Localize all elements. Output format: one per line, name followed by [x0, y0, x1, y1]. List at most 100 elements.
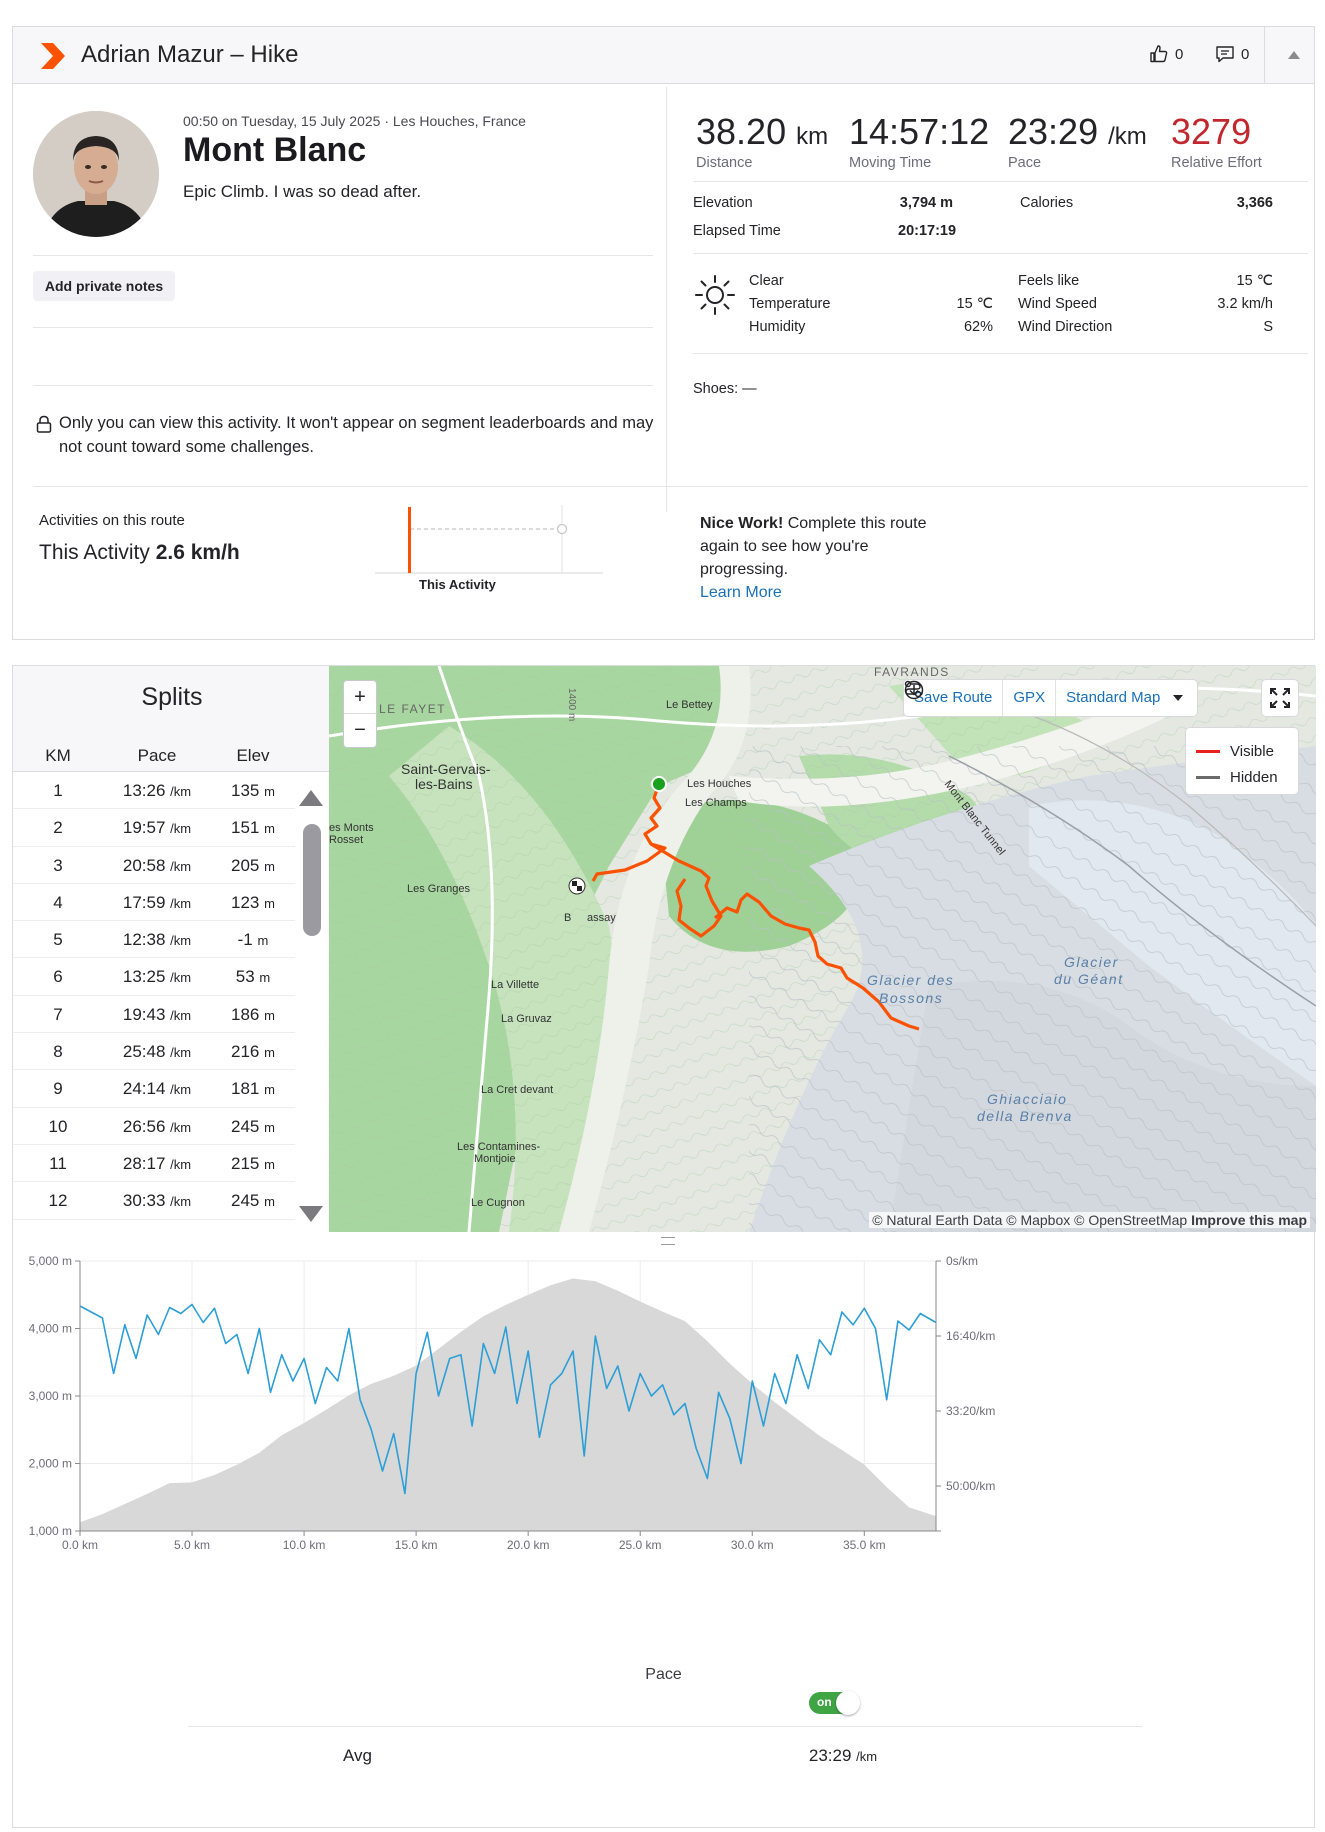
splits-col-km: KM — [45, 746, 71, 765]
zoom-in-button[interactable]: + — [344, 681, 376, 714]
learn-more-link[interactable]: Learn More — [700, 584, 782, 601]
privacy-text: Only you can view this activity. It won'… — [59, 414, 654, 456]
elevation-label: Elevation — [693, 195, 753, 211]
split-pace: 24:14 /km — [122, 1079, 192, 1099]
elevation-value: 3,794 m — [899, 195, 953, 211]
splits-scrollbar-thumb[interactable] — [303, 824, 321, 936]
add-private-notes-button[interactable]: Add private notes — [33, 271, 175, 301]
split-row[interactable]: 11 28:17 /km 215 m — [13, 1145, 295, 1183]
split-elev: 245 m — [231, 1116, 275, 1136]
kudos-count: 0 — [1175, 45, 1184, 63]
thumbs-up-icon — [1150, 45, 1168, 63]
y-left-tick-label: 5,000 m — [29, 1254, 72, 1268]
header-divider — [1264, 27, 1265, 84]
svg-text:assay: assay — [587, 912, 616, 924]
splits-header: KM Pace Elev — [13, 740, 331, 772]
elapsed-time-label: Elapsed Time — [693, 223, 781, 239]
elapsed-time-value: 20:17:19 — [898, 223, 957, 239]
chevron-down-icon — [1173, 695, 1184, 701]
split-km: 1 — [53, 781, 63, 800]
route-speed: 2.6 km/h — [155, 541, 240, 564]
y-left-tick-label: 3,000 m — [29, 1389, 72, 1403]
zoom-out-button[interactable]: − — [354, 719, 366, 741]
svg-text:La Villette: La Villette — [491, 979, 539, 991]
elevation-pace-chart[interactable]: 5,000 m 4,000 m 3,000 m 2,000 m 1,000 m 0s/km… — [13, 1244, 1314, 1604]
svg-text:Glacier: Glacier — [1064, 954, 1119, 970]
privacy-notice: Only you can view this activity. It won'… — [33, 411, 663, 459]
pace-toggle-label: Pace — [645, 1666, 682, 1683]
divider — [693, 181, 1308, 182]
splits-panel: Splits KM Pace Elev 1 13:26 /km 135 m 2 19:5… — [13, 666, 331, 1232]
splits-title: Splits — [13, 666, 331, 740]
improve-map-link[interactable]: Improve this map — [1191, 1212, 1307, 1228]
map-type-dropdown[interactable]: Standard Map — [1056, 680, 1197, 716]
svg-text:della Brenva: della Brenva — [977, 1108, 1073, 1124]
split-row[interactable]: 7 19:43 /km 186 m — [13, 996, 295, 1034]
split-km: 10 — [48, 1116, 68, 1136]
svg-text:Saint-Gervais-: Saint-Gervais- — [401, 761, 491, 777]
pace-toggle-switch[interactable]: on — [809, 1691, 860, 1715]
fullscreen-button[interactable] — [1262, 680, 1298, 716]
avatar[interactable] — [33, 111, 159, 237]
split-pace: 13:26 /km — [122, 781, 192, 800]
route-map[interactable]: FAVRANDS LE FAYET Le Bettey Saint-Gervai… — [329, 666, 1316, 1232]
split-row[interactable]: 10 26:56 /km 245 m — [13, 1108, 295, 1145]
divider — [33, 255, 653, 256]
calories-value: 3,366 — [1236, 195, 1273, 211]
split-row[interactable]: 2 19:57 /km 151 m — [13, 809, 295, 847]
split-row[interactable]: 3 20:58 /km 205 m — [13, 847, 295, 884]
split-row[interactable]: 8 25:48 /km 216 m — [13, 1033, 295, 1071]
avatar-portrait — [33, 111, 159, 237]
split-row[interactable]: 9 24:14 /km 181 m — [13, 1070, 295, 1108]
relative-effort-value: 3279 — [1171, 111, 1252, 152]
y-left-tick-label: 1,000 m — [29, 1524, 72, 1538]
split-row[interactable]: 5 12:38 /km -1 m — [13, 921, 295, 959]
resize-handle[interactable] — [661, 1237, 675, 1245]
legend-visible[interactable]: Visible — [1196, 738, 1298, 764]
collapse-caret-icon[interactable] — [1288, 51, 1300, 59]
legend-hidden[interactable]: Hidden — [1196, 764, 1298, 790]
comments-button[interactable]: 0 — [1215, 44, 1249, 64]
pace-unit: /km — [1108, 123, 1147, 150]
column-divider — [666, 87, 667, 512]
scroll-up-arrow-icon[interactable] — [299, 790, 323, 806]
gpx-download-button[interactable]: GPX — [904, 680, 1057, 716]
y-right-tick-label: 33:20/km — [946, 1404, 995, 1418]
svg-text:LE FAYET: LE FAYET — [379, 702, 446, 716]
split-km: 6 — [53, 967, 63, 987]
split-row[interactable]: 6 13:25 /km 53 m — [13, 958, 295, 996]
split-km: 9 — [53, 1079, 63, 1099]
svg-text:1400 m: 1400 m — [566, 688, 577, 721]
fullscreen-icon — [1270, 688, 1290, 708]
distance-label: Distance — [696, 155, 753, 171]
comment-icon — [1216, 46, 1234, 63]
split-km: 2 — [53, 818, 63, 838]
scroll-down-arrow-icon[interactable] — [299, 1206, 323, 1222]
route-label: Activities on this route — [39, 512, 185, 529]
route-comparison-chart: This Activity — [375, 505, 603, 592]
save-route-label: Save Route — [914, 689, 993, 706]
y-left-tick-label: 2,000 m — [29, 1457, 72, 1471]
kudos-button[interactable]: 0 — [1149, 44, 1183, 64]
relative-effort-label: Relative Effort — [1171, 155, 1262, 171]
split-row[interactable]: 4 17:59 /km 123 m — [13, 884, 295, 922]
splits-table-body[interactable]: 1 13:26 /km 135 m 2 19:57 /km 151 m 3 20:58 /km… — [13, 772, 331, 1220]
split-row[interactable]: 1 13:26 /km 135 m — [13, 772, 295, 810]
split-elev: -1 m — [237, 930, 269, 950]
split-elev: 123 m — [231, 892, 275, 912]
split-km: 4 — [53, 892, 63, 912]
distance-value: 38.20 — [696, 111, 787, 152]
moving-time-value: 14:57:12 — [849, 111, 990, 152]
map-attribution: © Natural Earth Data © Mapbox © OpenStre… — [869, 1212, 1310, 1228]
stat-relative-effort[interactable]: 3279 Relative Effort — [1171, 111, 1262, 171]
zoom-controls: + − — [343, 680, 377, 748]
activity-card: Adrian Mazur – Hike 0 0 00:50 on Tuesday… — [12, 26, 1315, 640]
comment-count: 0 — [1241, 45, 1250, 63]
wind-speed-value: 3.2 km/h — [1217, 296, 1273, 312]
svg-text:du Géant: du Géant — [1054, 971, 1124, 987]
split-row[interactable]: 12 30:33 /km 245 m — [13, 1182, 295, 1220]
avg-label: Avg — [343, 1746, 372, 1765]
splits-col-elev: Elev — [236, 746, 270, 765]
divider — [33, 486, 1308, 487]
split-elev: 205 m — [231, 855, 275, 875]
